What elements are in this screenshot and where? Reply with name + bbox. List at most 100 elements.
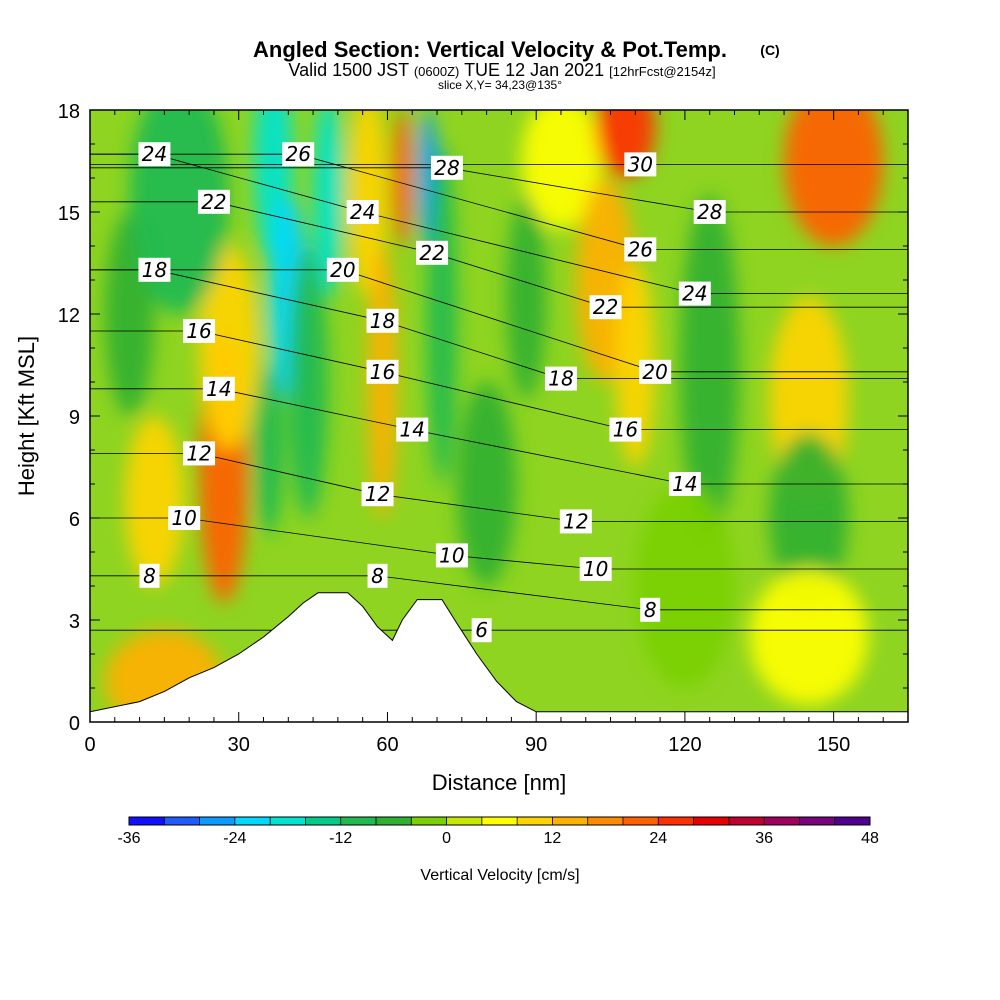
contour-label-bg <box>326 257 359 282</box>
contour-label: 18 <box>370 309 395 333</box>
colorbar-swatch <box>834 817 871 825</box>
contour-label-bg <box>589 295 622 320</box>
velocity-cell <box>784 110 884 246</box>
contour-label: 16 <box>370 360 395 384</box>
colorbar-swatch <box>270 817 306 825</box>
colorbar-swatch <box>164 817 201 825</box>
valid-date: TUE 12 Jan 2021 <box>464 60 604 80</box>
velocity-cell <box>749 569 869 705</box>
contour-label-bg <box>624 152 657 177</box>
slice-info: slice X,Y= 34,23@135° <box>438 78 562 92</box>
contour-label: 10 <box>583 557 608 581</box>
contour-label-bg <box>366 359 399 384</box>
colorbar-swatch <box>129 817 165 825</box>
contour-label-bg <box>640 597 661 622</box>
colorbar-swatch <box>623 817 659 825</box>
contour-labels: 24 26 28 30 22 24 28 26 22 20 18 24 22 18 16 16 20 18 14 14… <box>138 142 726 643</box>
colorbar-tick-label: 0 <box>442 830 451 847</box>
contour-label: 24 <box>350 200 375 224</box>
contour-label: 22 <box>201 190 226 214</box>
velocity-cell <box>769 433 849 603</box>
contour-label: 18 <box>142 258 167 282</box>
colorbar-tick-label: -12 <box>329 830 352 847</box>
contour-label: 28 <box>434 156 459 180</box>
x-tick-label: 0 <box>84 734 95 756</box>
contour-label-bg <box>416 240 449 265</box>
colorbar-swatch <box>446 817 483 825</box>
contour-label-bg <box>579 557 612 581</box>
contour-label: 20 <box>642 360 667 384</box>
valid-time: Valid 1500 JST <box>288 60 409 80</box>
y-tick-label: 3 <box>69 611 80 633</box>
colorbar-tick-label: 12 <box>544 830 562 847</box>
y-tick-label: 6 <box>69 509 80 531</box>
contour-label: 22 <box>593 295 618 319</box>
contour-label: 6 <box>475 618 488 642</box>
velocity-cell <box>288 246 328 518</box>
colorbar-tick-label: 48 <box>861 830 879 847</box>
y-axis: 0 3 6 9 12 15 18 <box>58 101 908 735</box>
y-tick-label: 0 <box>69 713 80 735</box>
colorbar-swatch <box>199 817 236 825</box>
velocity-cell <box>313 110 343 297</box>
forecast-info: [12hrFcst@2154z] <box>609 64 715 79</box>
valid-time-utc: (0600Z) <box>414 64 460 79</box>
colorbar-swatch <box>517 817 553 825</box>
colorbar-swatch <box>481 817 518 825</box>
colorbar-swatch <box>376 817 412 825</box>
velocity-cell <box>635 484 735 688</box>
isentrope-line <box>90 153 908 250</box>
velocity-cell <box>456 382 517 586</box>
contour-label: 14 <box>672 472 697 496</box>
velocity-cell <box>392 110 413 246</box>
contour-label-bg <box>282 142 315 167</box>
contour-label-bg <box>197 189 230 214</box>
velocity-cell <box>124 416 185 586</box>
contour-label: 14 <box>206 377 231 401</box>
contour-label-bg <box>183 319 216 343</box>
contour-label-bg <box>138 257 171 282</box>
colorbar-swatch <box>764 817 800 825</box>
x-tick-label: 90 <box>525 734 547 756</box>
contour-label-bg <box>668 472 701 496</box>
contour-label: 12 <box>365 482 390 506</box>
velocity-cell <box>506 195 547 399</box>
contour-label: 26 <box>628 237 653 261</box>
contour-label-bg <box>367 563 388 588</box>
contour-label-bg <box>471 618 492 643</box>
contour-label-bg <box>396 417 429 442</box>
contour-label: 10 <box>171 506 196 530</box>
contour-label: 24 <box>682 282 707 306</box>
velocity-cell <box>521 110 601 229</box>
contour-label-bg <box>678 281 711 306</box>
valid-time-line: Valid 1500 JST (0600Z) TUE 12 Jan 2021 [… <box>288 60 715 80</box>
y-tick-label: 12 <box>58 305 80 327</box>
y-axis-title: Height [Kft MSL] <box>14 336 39 496</box>
contour-label: 10 <box>439 543 464 567</box>
contour-label: 12 <box>186 441 211 465</box>
contour-label-bg <box>366 308 399 333</box>
colorbar-swatch <box>658 817 695 825</box>
isentrope-line <box>90 269 908 373</box>
colorbar-swatch <box>728 817 765 825</box>
contour-label-bg <box>361 482 394 507</box>
colorbar-tick-label: 36 <box>755 830 773 847</box>
contour-label-bg <box>544 366 577 391</box>
x-axis-title: Distance [nm] <box>432 770 567 795</box>
contour-label-bg <box>183 441 216 466</box>
contour-label: 20 <box>330 258 355 282</box>
colorbar: -36 -24 -12 0 12 24 36 48 <box>117 816 879 847</box>
colorbar-swatch <box>799 817 836 825</box>
contour-label-bg <box>430 155 463 180</box>
colorbar-swatch <box>587 817 624 825</box>
contour-label: 16 <box>186 319 211 343</box>
contour-label: 24 <box>142 142 167 166</box>
contour-label: 14 <box>400 418 425 442</box>
contour-label: 8 <box>143 564 156 588</box>
colorbar-tick-label: 24 <box>649 830 667 847</box>
colorbar-tick-label: -24 <box>223 830 246 847</box>
terrain <box>90 592 908 722</box>
contour-label-bg <box>202 376 235 401</box>
y-tick-label: 9 <box>69 407 80 429</box>
